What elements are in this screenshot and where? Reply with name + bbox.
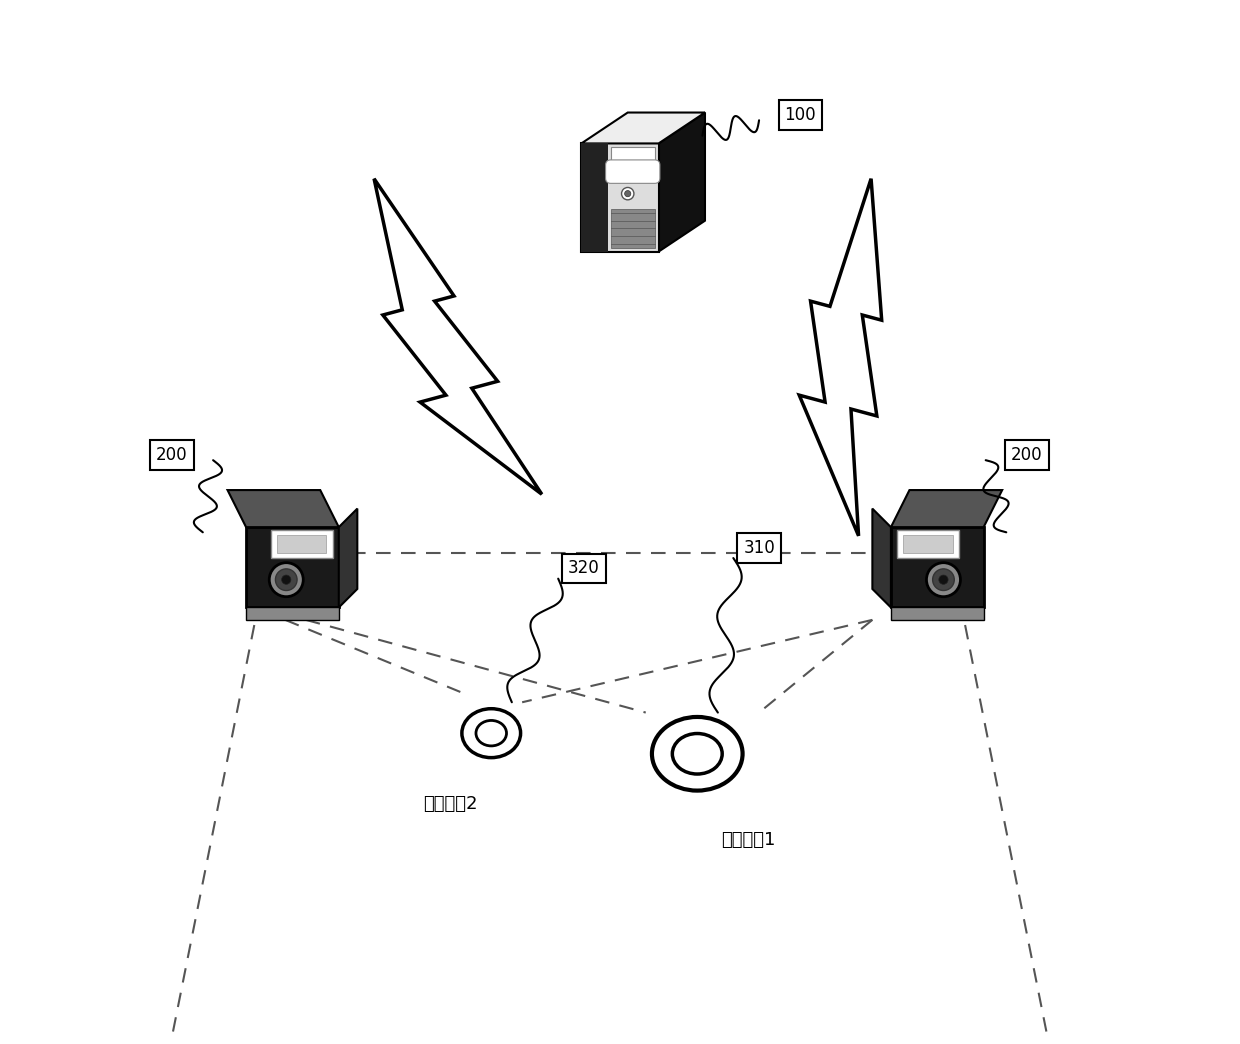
Polygon shape <box>277 535 326 553</box>
Polygon shape <box>582 143 658 252</box>
Text: 100: 100 <box>785 106 816 124</box>
Ellipse shape <box>939 575 949 585</box>
Ellipse shape <box>269 563 304 597</box>
Polygon shape <box>339 508 357 608</box>
Polygon shape <box>890 527 983 608</box>
Text: 200: 200 <box>156 446 187 464</box>
Ellipse shape <box>932 569 955 591</box>
Ellipse shape <box>652 717 743 790</box>
Polygon shape <box>227 490 339 527</box>
Polygon shape <box>246 527 339 608</box>
Polygon shape <box>270 530 332 559</box>
FancyBboxPatch shape <box>605 160 660 184</box>
Polygon shape <box>611 209 655 247</box>
Polygon shape <box>890 490 1002 527</box>
Polygon shape <box>800 179 882 536</box>
Polygon shape <box>246 608 339 620</box>
Ellipse shape <box>275 569 298 591</box>
Ellipse shape <box>672 734 722 774</box>
Ellipse shape <box>281 575 291 585</box>
Ellipse shape <box>926 563 961 597</box>
Polygon shape <box>897 530 959 559</box>
Polygon shape <box>658 113 706 252</box>
Polygon shape <box>873 508 890 608</box>
Ellipse shape <box>461 709 521 758</box>
Polygon shape <box>582 143 609 252</box>
Ellipse shape <box>476 720 506 745</box>
Polygon shape <box>903 535 952 553</box>
Text: 目标物体1: 目标物体1 <box>722 831 776 849</box>
Text: 目标物体2: 目标物体2 <box>423 794 477 813</box>
Text: 320: 320 <box>568 560 600 577</box>
Polygon shape <box>611 147 655 163</box>
Polygon shape <box>890 608 983 620</box>
Circle shape <box>625 191 631 196</box>
Polygon shape <box>374 179 542 494</box>
Text: 310: 310 <box>743 539 775 556</box>
Text: 200: 200 <box>1011 446 1043 464</box>
Polygon shape <box>582 113 706 143</box>
Circle shape <box>621 188 634 199</box>
